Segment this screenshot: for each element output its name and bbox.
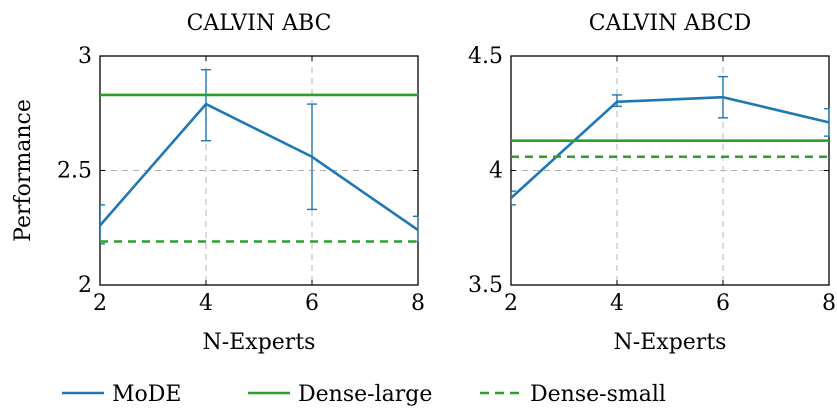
y-tick-label: 3 — [78, 44, 92, 69]
y-axis-label: Performance — [11, 99, 36, 242]
y-tick-label: 4.5 — [468, 44, 503, 69]
legend-item: Dense-large — [248, 382, 432, 407]
series-group — [506, 77, 834, 205]
legend: MoDE Dense-large Dense-small — [62, 382, 666, 407]
chart-title: CALVIN ABC — [187, 11, 332, 36]
x-axis-label: N-Experts — [614, 330, 727, 355]
y-tick-label: 3.5 — [468, 273, 503, 298]
legend-label: Dense-small — [530, 382, 666, 407]
x-tick-label: 4 — [199, 291, 213, 316]
x-tick-label: 4 — [610, 291, 624, 316]
x-tick-label: 8 — [411, 291, 425, 316]
y-tick-label: 4 — [489, 159, 503, 184]
legend-item: Dense-small — [480, 382, 666, 407]
x-tick-label: 6 — [716, 291, 730, 316]
legend-item: MoDE — [62, 382, 181, 407]
x-tick-label: 6 — [305, 291, 319, 316]
series-group — [95, 70, 423, 244]
chart-panel-1: 2 4 6 8 2 2.5 3 CALVIN ABC N-Experts Performance — [11, 11, 425, 355]
y-tick-label: 2.5 — [57, 159, 92, 184]
series-line-mode — [511, 97, 829, 198]
x-tick-label: 8 — [822, 291, 836, 316]
x-tick-label: 2 — [93, 291, 107, 316]
x-tick-label: 2 — [504, 291, 518, 316]
legend-label: MoDE — [112, 382, 181, 407]
series-line-mode — [100, 104, 418, 230]
x-axis-label: N-Experts — [203, 330, 316, 355]
chart-panel-2: 2 4 6 8 3.5 4 4.5 CALVIN ABCD N-Experts — [468, 11, 836, 355]
y-tick-label: 2 — [78, 273, 92, 298]
legend-label: Dense-large — [298, 382, 432, 407]
chart-title: CALVIN ABCD — [589, 11, 751, 36]
